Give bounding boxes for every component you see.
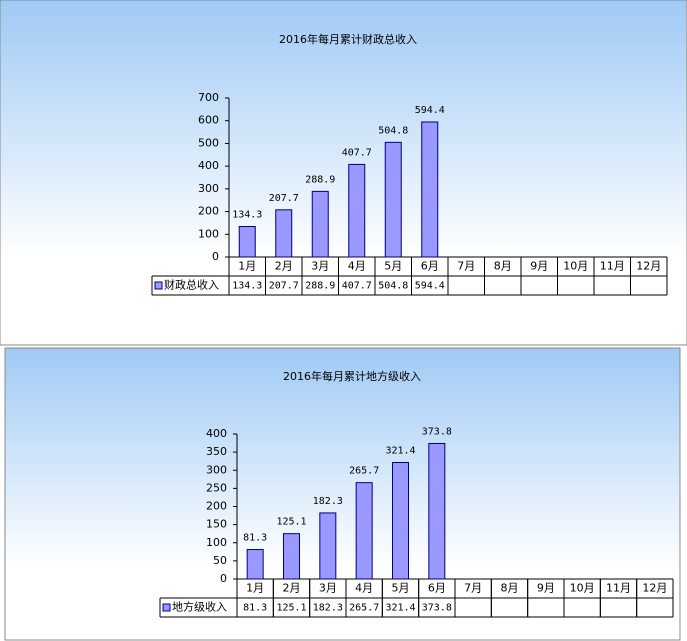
x-tick-label: 6月 — [428, 582, 446, 595]
x-tick-label: 11月 — [606, 582, 631, 595]
data-label: 182.3 — [313, 496, 343, 507]
y-tick-label: 600 — [198, 114, 219, 127]
legend-label: 财政总收入 — [164, 278, 219, 292]
x-tick-label: 10月 — [563, 260, 588, 273]
y-tick-label: 400 — [206, 427, 227, 440]
legend-key — [154, 281, 163, 290]
y-tick-label: 300 — [198, 182, 219, 195]
y-tick-label: 150 — [206, 518, 227, 531]
x-tick-label: 12月 — [636, 260, 661, 273]
y-tick-label: 300 — [206, 463, 227, 476]
x-tick-label: 3月 — [319, 582, 337, 595]
table-bg — [160, 598, 673, 617]
bar — [238, 225, 256, 258]
legend-label: 地方级收入 — [172, 600, 227, 614]
bar — [246, 549, 264, 580]
bar — [392, 461, 409, 580]
data-label: 504.8 — [378, 125, 408, 136]
data-label: 125.1 — [276, 517, 306, 528]
x-tick-label: 9月 — [537, 582, 555, 595]
table-value: 207.7 — [269, 281, 299, 292]
table-value: 265.7 — [349, 603, 379, 614]
x-tick-label: 5月 — [392, 582, 410, 595]
chart-title: 2016年每月累计地方级收入 — [283, 369, 421, 383]
x-tick-label: 8月 — [494, 260, 512, 273]
table-value: 504.8 — [378, 281, 408, 292]
x-tick-label: 8月 — [501, 582, 519, 595]
x-tick-label: 2月 — [283, 582, 301, 595]
table-bg — [152, 276, 667, 295]
x-tick-label: 7月 — [464, 582, 482, 595]
data-label: 134.3 — [232, 209, 262, 220]
legend-key — [162, 603, 171, 612]
table-value: 125.1 — [276, 603, 306, 614]
x-tick-label: 9月 — [530, 260, 548, 273]
y-tick-label: 100 — [206, 536, 227, 549]
table-value: 321.4 — [385, 603, 415, 614]
bar — [283, 533, 300, 580]
data-label: 407.7 — [342, 147, 372, 158]
chart-area — [4, 347, 681, 641]
bar — [348, 163, 366, 258]
bar — [421, 121, 439, 258]
bar — [319, 512, 337, 580]
y-tick-label: 700 — [198, 91, 219, 104]
data-label: 288.9 — [305, 174, 335, 185]
y-tick-label: 500 — [198, 136, 219, 149]
x-tick-label: 1月 — [246, 582, 264, 595]
y-tick-label: 350 — [206, 445, 227, 458]
x-tick-label: 1月 — [238, 260, 256, 273]
y-tick-label: 200 — [206, 500, 227, 513]
x-tick-label: 6月 — [421, 260, 439, 273]
x-tick-label: 10月 — [570, 582, 595, 595]
y-tick-label: 0 — [220, 572, 227, 585]
data-label: 321.4 — [385, 445, 415, 456]
table-value: 134.3 — [232, 281, 262, 292]
y-tick-label: 50 — [213, 554, 227, 567]
y-tick-label: 100 — [198, 227, 219, 240]
x-tick-label: 3月 — [311, 260, 329, 273]
table-value: 373.8 — [422, 603, 452, 614]
chart-title: 2016年每月累计财政总收入 — [279, 32, 417, 46]
y-tick-label: 200 — [198, 205, 219, 218]
table-value: 288.9 — [305, 281, 335, 292]
x-tick-label: 4月 — [355, 582, 373, 595]
data-label: 373.8 — [422, 426, 452, 437]
table-value: 182.3 — [313, 603, 343, 614]
table-value: 407.7 — [342, 281, 372, 292]
data-label: 81.3 — [243, 533, 267, 544]
data-label: 594.4 — [415, 105, 445, 116]
table-value: 594.4 — [415, 281, 445, 292]
y-tick-label: 0 — [212, 250, 219, 263]
bar — [311, 190, 329, 258]
bar — [355, 482, 373, 580]
x-tick-label: 12月 — [642, 582, 667, 595]
x-tick-label: 4月 — [348, 260, 366, 273]
bar — [275, 209, 293, 258]
table-value: 81.3 — [243, 603, 267, 614]
bar — [384, 141, 402, 258]
bar — [428, 442, 446, 580]
data-label: 207.7 — [269, 193, 299, 204]
data-label: 265.7 — [349, 466, 379, 477]
y-tick-label: 250 — [206, 481, 227, 494]
y-tick-label: 400 — [198, 159, 219, 172]
x-tick-label: 7月 — [457, 260, 475, 273]
x-tick-label: 5月 — [384, 260, 402, 273]
x-tick-label: 2月 — [275, 260, 293, 273]
x-tick-label: 11月 — [600, 260, 625, 273]
